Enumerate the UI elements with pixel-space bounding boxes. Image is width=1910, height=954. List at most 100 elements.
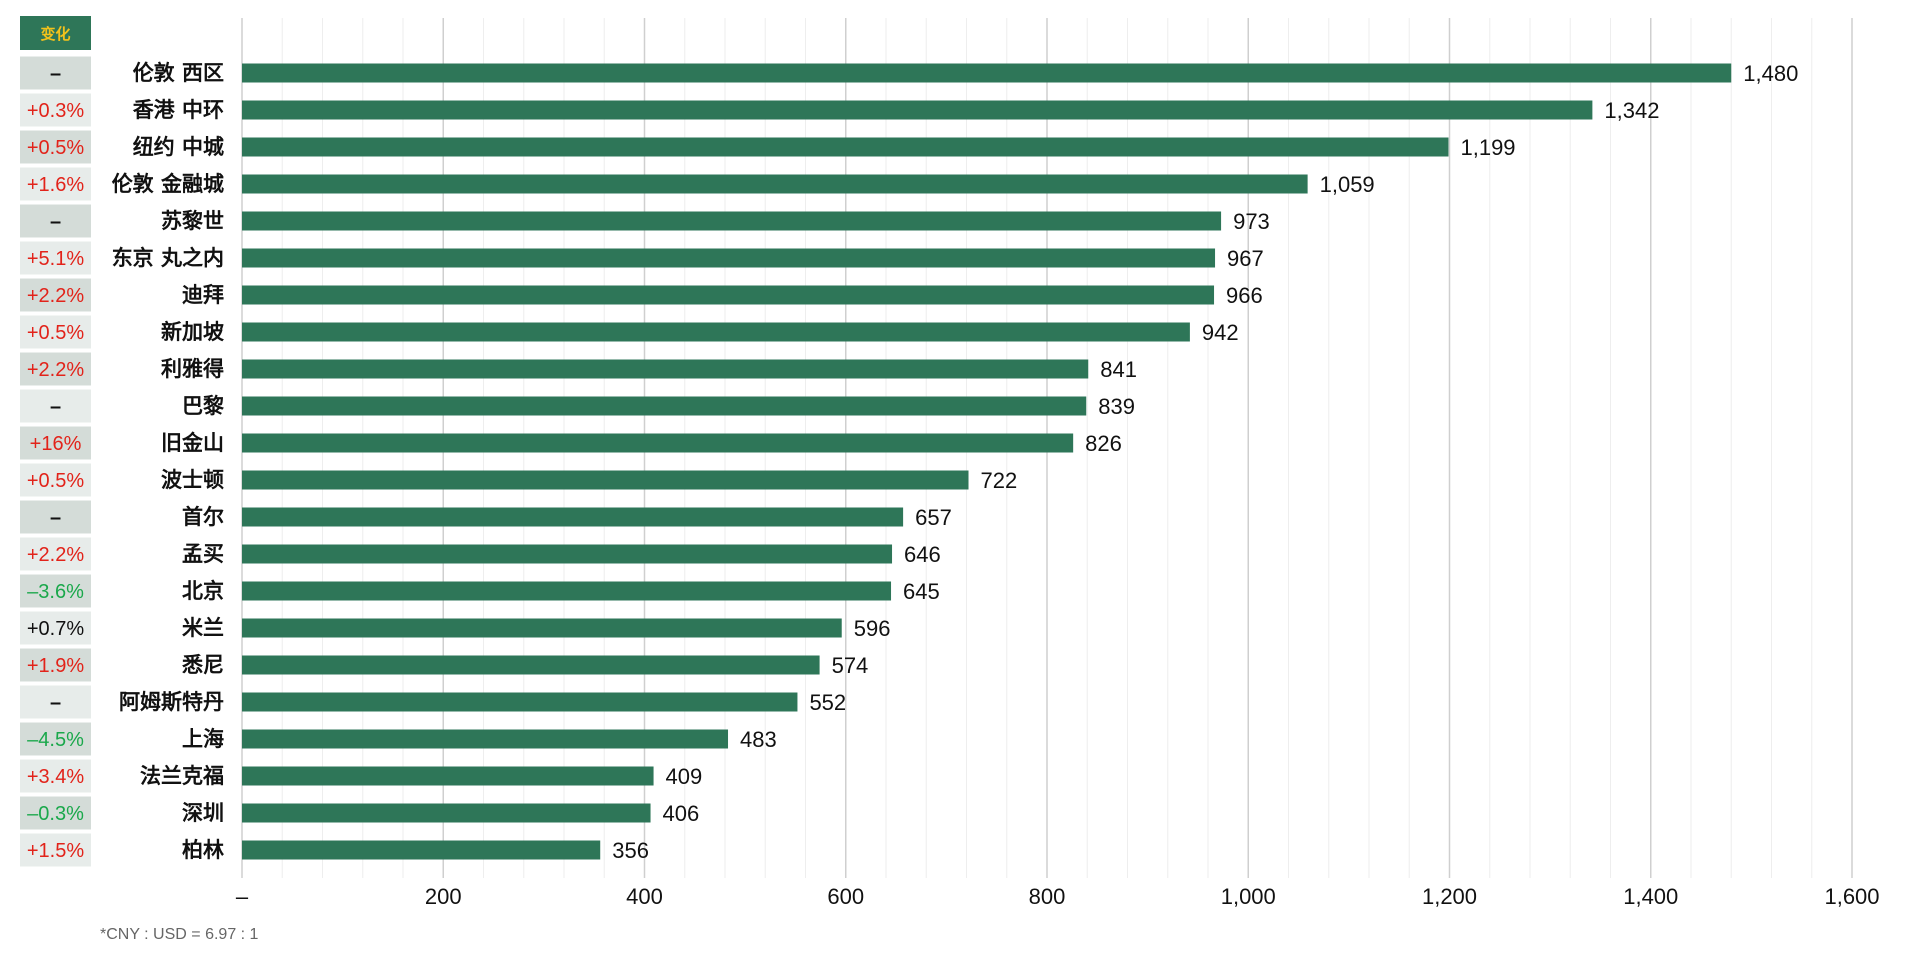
bar <box>242 766 654 786</box>
change-header-label: 变化 <box>40 25 70 43</box>
data-label: 967 <box>1227 246 1264 271</box>
change-cell <box>20 315 91 349</box>
data-label: 596 <box>854 616 891 641</box>
category-label: 迪拜 <box>182 283 224 307</box>
exchange-rate-note: *CNY : USD = 6.97 : 1 <box>100 926 259 943</box>
category-label: 伦敦 金融城 <box>112 172 224 196</box>
bar <box>242 581 892 601</box>
category-label: 深圳 <box>182 801 224 825</box>
data-label: 722 <box>981 468 1018 493</box>
category-label: 纽约 中城 <box>133 135 224 159</box>
data-label: 574 <box>832 653 869 678</box>
bar <box>242 803 651 823</box>
change-cell <box>20 611 91 645</box>
bar <box>242 63 1732 83</box>
bar <box>242 544 893 564</box>
x-tick-label: 1,600 <box>1824 884 1879 909</box>
data-label: 973 <box>1233 209 1270 234</box>
change-cell <box>20 759 91 793</box>
x-tick-label: 1,200 <box>1422 884 1477 909</box>
category-label: 苏黎世 <box>161 209 224 233</box>
category-label: 伦敦 西区 <box>133 61 224 85</box>
change-value: –0.3% <box>27 803 84 825</box>
change-value: +0.5% <box>27 137 84 159</box>
bar <box>242 729 729 749</box>
data-label: 841 <box>1100 357 1137 382</box>
category-label: 阿姆斯特丹 <box>119 690 224 714</box>
category-label: 香港 中环 <box>133 98 224 122</box>
category-label: 米兰 <box>182 616 224 640</box>
x-tick-label: 1,400 <box>1623 884 1678 909</box>
change-cell <box>20 130 91 164</box>
bar <box>242 618 842 638</box>
x-tick-label: 600 <box>827 884 864 909</box>
data-label: 657 <box>915 505 952 530</box>
change-cell <box>20 500 91 534</box>
bar <box>242 137 1449 157</box>
change-cell <box>20 56 91 90</box>
bar <box>242 100 1593 120</box>
change-cell <box>20 685 91 719</box>
change-header-cell <box>20 16 91 50</box>
change-value: +1.6% <box>27 174 84 196</box>
change-cell <box>20 204 91 238</box>
data-label: 409 <box>666 764 703 789</box>
bar <box>242 396 1087 416</box>
bar <box>242 840 601 860</box>
change-value: –4.5% <box>27 729 84 751</box>
data-label: 1,199 <box>1460 135 1515 160</box>
category-label: 利雅得 <box>161 357 224 381</box>
data-label: 839 <box>1098 394 1135 419</box>
change-cell <box>20 241 91 275</box>
bar <box>242 433 1074 453</box>
change-value: +1.9% <box>27 655 84 677</box>
bar <box>242 322 1190 342</box>
data-label: 483 <box>740 727 777 752</box>
change-value: – <box>50 396 61 418</box>
category-label: 新加坡 <box>161 320 224 344</box>
bar <box>242 248 1216 268</box>
bar <box>242 692 798 712</box>
change-value: – <box>50 63 61 85</box>
data-label: 1,059 <box>1320 172 1375 197</box>
change-cell <box>20 463 91 497</box>
bar <box>242 174 1308 194</box>
data-label: 646 <box>904 542 941 567</box>
data-label: 356 <box>612 838 649 863</box>
change-cell <box>20 389 91 423</box>
bar <box>242 359 1089 379</box>
bar <box>242 655 820 675</box>
x-tick-label: 800 <box>1029 884 1066 909</box>
change-cell <box>20 574 91 608</box>
x-tick-label: 200 <box>425 884 462 909</box>
x-tick-label: – <box>236 884 249 909</box>
change-value: – <box>50 692 61 714</box>
change-value: +16% <box>30 433 82 455</box>
data-label: 552 <box>809 690 846 715</box>
change-cell <box>20 648 91 682</box>
change-value: +1.5% <box>27 840 84 862</box>
change-value: +0.3% <box>27 100 84 122</box>
change-value: +0.5% <box>27 470 84 492</box>
change-cell <box>20 278 91 312</box>
change-value: +2.2% <box>27 285 84 307</box>
change-value: +2.2% <box>27 359 84 381</box>
data-label: 645 <box>903 579 940 604</box>
change-value: +2.2% <box>27 544 84 566</box>
data-label: 826 <box>1085 431 1122 456</box>
data-label: 942 <box>1202 320 1239 345</box>
change-value: +0.7% <box>27 618 84 640</box>
bar <box>242 507 904 527</box>
change-cell <box>20 93 91 127</box>
data-label: 1,480 <box>1743 61 1798 86</box>
data-label: 966 <box>1226 283 1263 308</box>
category-label: 孟买 <box>182 542 224 566</box>
change-value: +0.5% <box>27 322 84 344</box>
category-label: 波士顿 <box>161 468 224 492</box>
category-label: 柏林 <box>182 838 224 862</box>
data-label: 406 <box>663 801 700 826</box>
change-value: +3.4% <box>27 766 84 788</box>
data-label: 1,342 <box>1604 98 1659 123</box>
category-label: 东京 丸之内 <box>112 246 224 270</box>
